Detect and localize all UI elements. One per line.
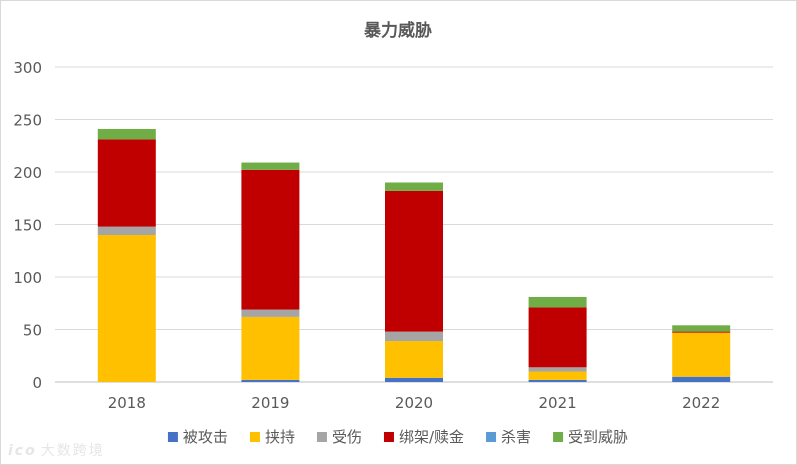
bar-segment xyxy=(672,331,731,333)
chart-title: 暴力威胁 xyxy=(363,20,432,41)
bar-segment xyxy=(385,341,443,378)
x-tick-label: 2019 xyxy=(251,394,289,412)
y-tick-label: 250 xyxy=(13,112,42,130)
watermark-logo: ico xyxy=(8,443,37,459)
bar-segment xyxy=(528,307,587,368)
x-tick-label: 2018 xyxy=(108,394,146,412)
legend-label: 挟持 xyxy=(265,428,295,446)
x-tick-label: 2022 xyxy=(682,394,720,412)
bar-segment xyxy=(672,332,731,377)
legend-item: 受伤 xyxy=(316,428,362,446)
x-axis: 2018 2019 2020 2021 2022 xyxy=(108,394,721,412)
legend-swatch xyxy=(486,432,497,442)
y-tick-label: 100 xyxy=(13,269,42,287)
legend-label: 绑架/赎金 xyxy=(399,428,464,446)
bar-segment xyxy=(385,182,443,191)
bar-segment xyxy=(385,377,443,382)
bar-segment xyxy=(528,367,587,372)
watermark-text: 大数跨境 xyxy=(40,443,105,459)
y-tick-label: 50 xyxy=(23,322,42,340)
legend-item: 被攻击 xyxy=(167,428,228,446)
legend-swatch xyxy=(553,432,564,442)
bar-segment xyxy=(241,169,300,310)
legend-swatch xyxy=(316,432,327,442)
bar-segment xyxy=(241,162,300,170)
legend-swatch xyxy=(249,432,260,442)
legend: 被攻击 挟持 受伤 绑架/赎金 杀害 受到威胁 xyxy=(167,428,628,446)
bar-segment xyxy=(97,226,156,235)
legend-item: 杀害 xyxy=(486,428,531,446)
watermark: ico 大数跨境 xyxy=(8,440,105,460)
bar-segment xyxy=(385,190,443,332)
bar-segment xyxy=(672,376,731,382)
legend-item: 挟持 xyxy=(249,428,295,446)
bar-segment xyxy=(528,296,587,308)
bar-segment xyxy=(528,371,587,380)
bar-segment xyxy=(385,331,443,342)
bar-segment xyxy=(97,128,156,140)
bar-segment xyxy=(241,379,300,382)
gridlines xyxy=(55,66,773,383)
y-tick-label: 200 xyxy=(13,164,42,182)
legend-label: 被攻击 xyxy=(183,428,228,446)
bar-segment xyxy=(241,316,300,380)
bars xyxy=(97,128,731,382)
x-tick-label: 2020 xyxy=(395,394,433,412)
legend-item: 受到威胁 xyxy=(553,428,628,446)
legend-swatch xyxy=(167,432,178,442)
bar-segment xyxy=(528,379,587,382)
x-tick-label: 2021 xyxy=(539,394,577,412)
legend-swatch xyxy=(383,432,394,442)
y-axis: 0 50 100 150 200 250 300 xyxy=(13,59,42,392)
bar-segment xyxy=(241,309,300,317)
y-tick-label: 300 xyxy=(13,59,42,77)
y-tick-label: 0 xyxy=(32,374,42,392)
y-tick-label: 150 xyxy=(13,217,42,235)
legend-label: 杀害 xyxy=(501,428,531,446)
legend-label: 受伤 xyxy=(332,428,362,446)
bar-segment xyxy=(97,139,156,227)
bar-segment xyxy=(672,325,731,332)
legend-label: 受到威胁 xyxy=(568,428,628,446)
bar-segment xyxy=(97,235,156,382)
legend-item: 绑架/赎金 xyxy=(383,428,464,446)
